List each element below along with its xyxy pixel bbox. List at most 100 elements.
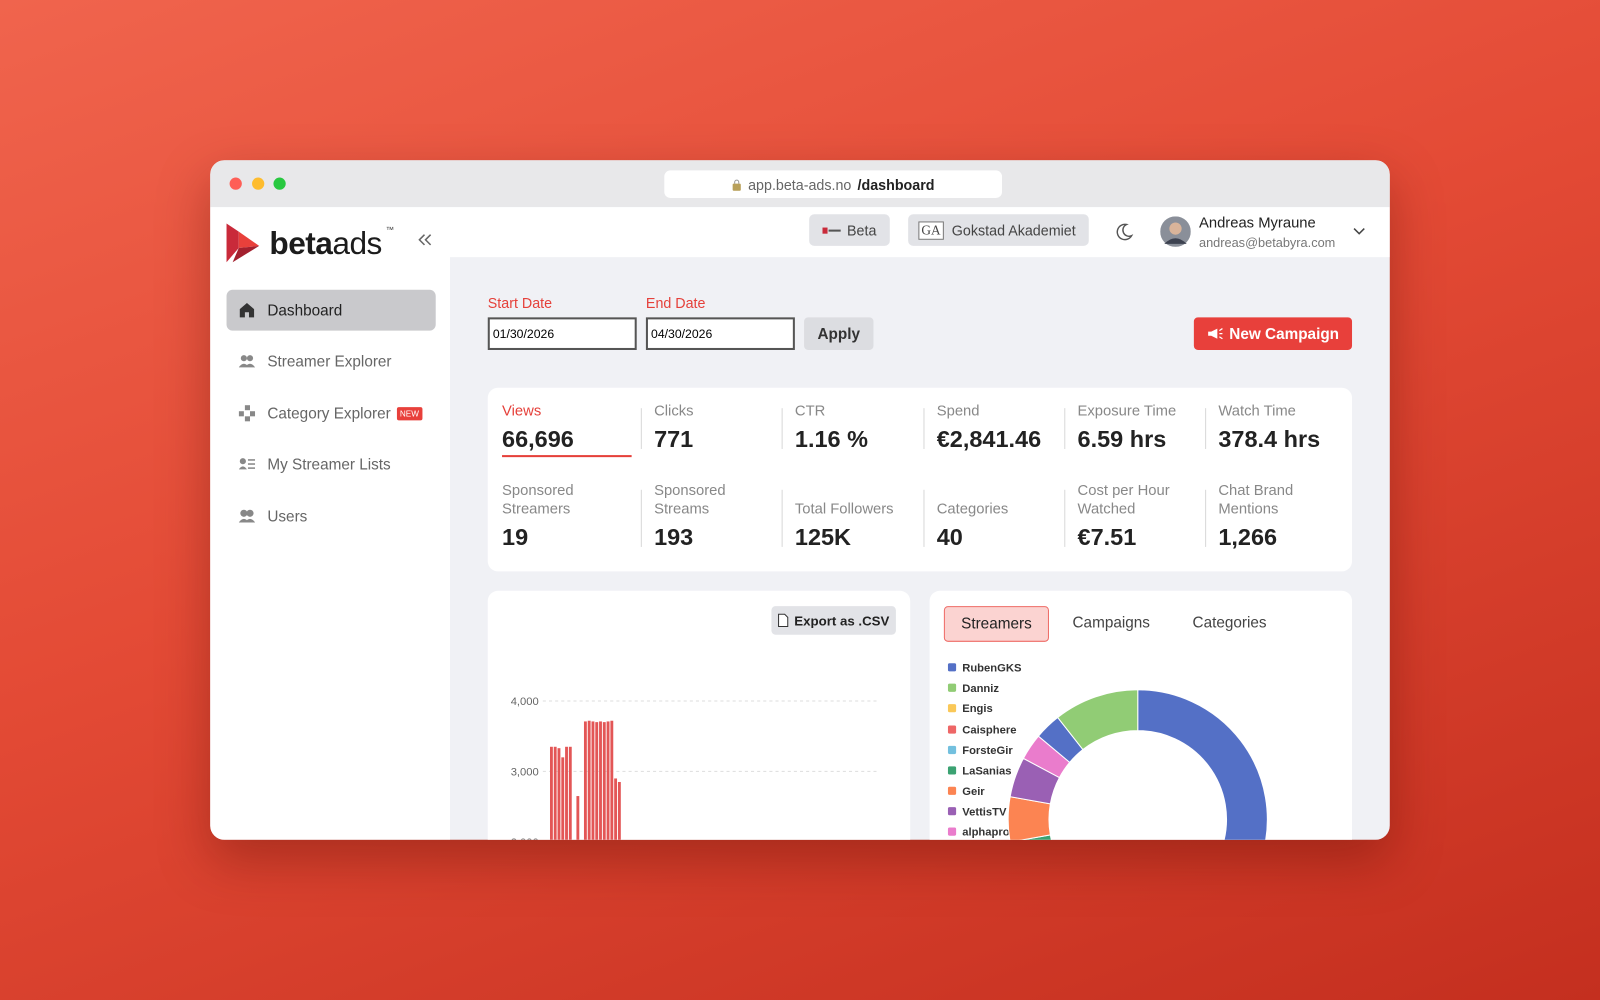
beta-logo [822, 227, 841, 234]
stats-card: Views 66,696 Clicks 771 CTR 1.16 % Spend €2,841… [487, 387, 1353, 572]
stat-cell: Watch Time 378.4 hrs [1218, 396, 1338, 453]
stat-value: 1.16 % [794, 425, 868, 453]
stat-label: Views [502, 403, 542, 420]
legend-swatch [947, 786, 957, 795]
logo-light: ads [332, 225, 382, 262]
legend-label: LaSanias [962, 765, 1011, 777]
stat-cell: Clicks 771 [654, 396, 774, 453]
y-tick-label: 2,000 [511, 837, 539, 840]
stat-label: Clicks [654, 403, 694, 420]
nav-item[interactable]: My Streamer Lists [227, 444, 436, 485]
workspace-chip[interactable]: Beta [809, 214, 890, 246]
export-button[interactable]: Export as .CSV [771, 606, 896, 635]
maximize-button[interactable] [273, 177, 286, 190]
stat-value: 19 [502, 523, 529, 550]
bar [557, 748, 561, 840]
nav-item[interactable]: Streamer Explorer [227, 341, 436, 382]
category-icon [238, 405, 256, 422]
stat-value: 66,696 [502, 425, 574, 453]
legend-swatch [947, 683, 957, 692]
nav-item[interactable]: Category Explorer NEW [227, 393, 436, 434]
nav-label: Dashboard [267, 301, 343, 319]
collapse-button[interactable] [418, 234, 432, 246]
legend-swatch [947, 725, 957, 734]
apply-button[interactable]: Apply [804, 317, 874, 350]
new-campaign-button[interactable]: New Campaign [1193, 317, 1353, 350]
logo-text: betaads [269, 225, 382, 263]
user-email: andreas@betabyra.com [1198, 235, 1336, 250]
bar [599, 721, 602, 840]
views-chart-card: Export as .CSV 2,000 3,000 4,000 [487, 590, 911, 840]
start-date-input[interactable]: 01/30/2026 [487, 317, 637, 350]
legend-swatch [947, 704, 957, 713]
stat-cell: Sponsored Streamers 19 [502, 478, 622, 551]
lock-icon [732, 179, 741, 191]
workspace-chip[interactable]: GA Gokstad Akademiet [908, 214, 1089, 246]
stat-label: Watch Time [1218, 403, 1296, 420]
bar [610, 720, 614, 840]
bar [583, 721, 587, 840]
ga-logo: GA [918, 220, 944, 240]
bar [606, 721, 610, 840]
y-tick-label: 4,000 [511, 696, 539, 708]
bar [591, 721, 595, 840]
workspace-name: Beta [847, 221, 877, 239]
stat-label: Categories [936, 501, 1009, 518]
stat-separator [1064, 489, 1066, 547]
user-name: Andreas Myraune [1198, 215, 1316, 232]
stat-label: Exposure Time [1077, 403, 1177, 420]
bar [614, 778, 618, 840]
user-menu-chevron[interactable] [1353, 228, 1365, 236]
nav-item[interactable]: Dashboard [226, 289, 436, 331]
stat-value: 193 [654, 523, 694, 550]
stat-label: CTR [794, 403, 826, 420]
tab[interactable]: Campaigns [1072, 614, 1150, 632]
bar [568, 746, 572, 840]
legend-label: VettisTV [962, 806, 1007, 818]
tab[interactable]: Streamers [943, 606, 1049, 642]
users-icon [238, 509, 256, 523]
stat-value: 6.59 hrs [1077, 425, 1167, 453]
stat-cell: Spend €2,841.46 [937, 396, 1057, 453]
y-tick-label: 3,000 [511, 767, 539, 779]
stat-cell: Cost per Hour Watched €7.51 [1078, 478, 1198, 551]
legend-label: Danniz [962, 683, 999, 695]
url-host: app.beta-ads.no [748, 176, 852, 193]
stat-value: 771 [654, 425, 694, 453]
avatar[interactable] [1160, 216, 1191, 247]
bar [576, 796, 580, 840]
dark-mode-toggle[interactable] [1115, 222, 1134, 241]
stat-cell: Total Followers 125K [795, 478, 915, 551]
title-bar: app.beta-ads.no/dashboard [210, 160, 1390, 208]
end-date-input[interactable]: 04/30/2026 [645, 317, 795, 350]
bar [587, 720, 591, 840]
bar [617, 781, 621, 840]
end-date-label: End Date [645, 294, 706, 312]
logo-mark [226, 223, 260, 263]
bar [565, 746, 568, 840]
stat-cell: Sponsored Streams 193 [654, 478, 774, 551]
legend-swatch [947, 766, 957, 775]
logo-bold: beta [269, 225, 333, 262]
legend-swatch [947, 663, 957, 672]
nav-item[interactable]: Users [227, 496, 436, 537]
stat-label: Sponsored Streams [654, 482, 726, 518]
bar [549, 746, 553, 840]
sidebar: betaads ™ Dashboard Streamer Explorer Ca… [210, 207, 450, 840]
legend-label: Geir [962, 786, 985, 798]
stat-cell: CTR 1.16 % [795, 396, 915, 453]
legend-swatch [947, 807, 957, 816]
address-bar[interactable]: app.beta-ads.no/dashboard [664, 170, 1003, 198]
close-button[interactable] [229, 177, 242, 190]
minimize-button[interactable] [252, 177, 265, 190]
tab[interactable]: Categories [1192, 614, 1267, 632]
new-badge: NEW [396, 406, 422, 420]
csv-icon [778, 613, 789, 628]
stat-cell: Exposure Time 6.59 hrs [1078, 396, 1198, 453]
home-icon [239, 303, 255, 318]
stat-cell: Categories 40 [937, 478, 1057, 551]
legend-label: Engis [962, 703, 993, 715]
stat-separator [640, 408, 642, 449]
stat-separator [1064, 408, 1066, 449]
